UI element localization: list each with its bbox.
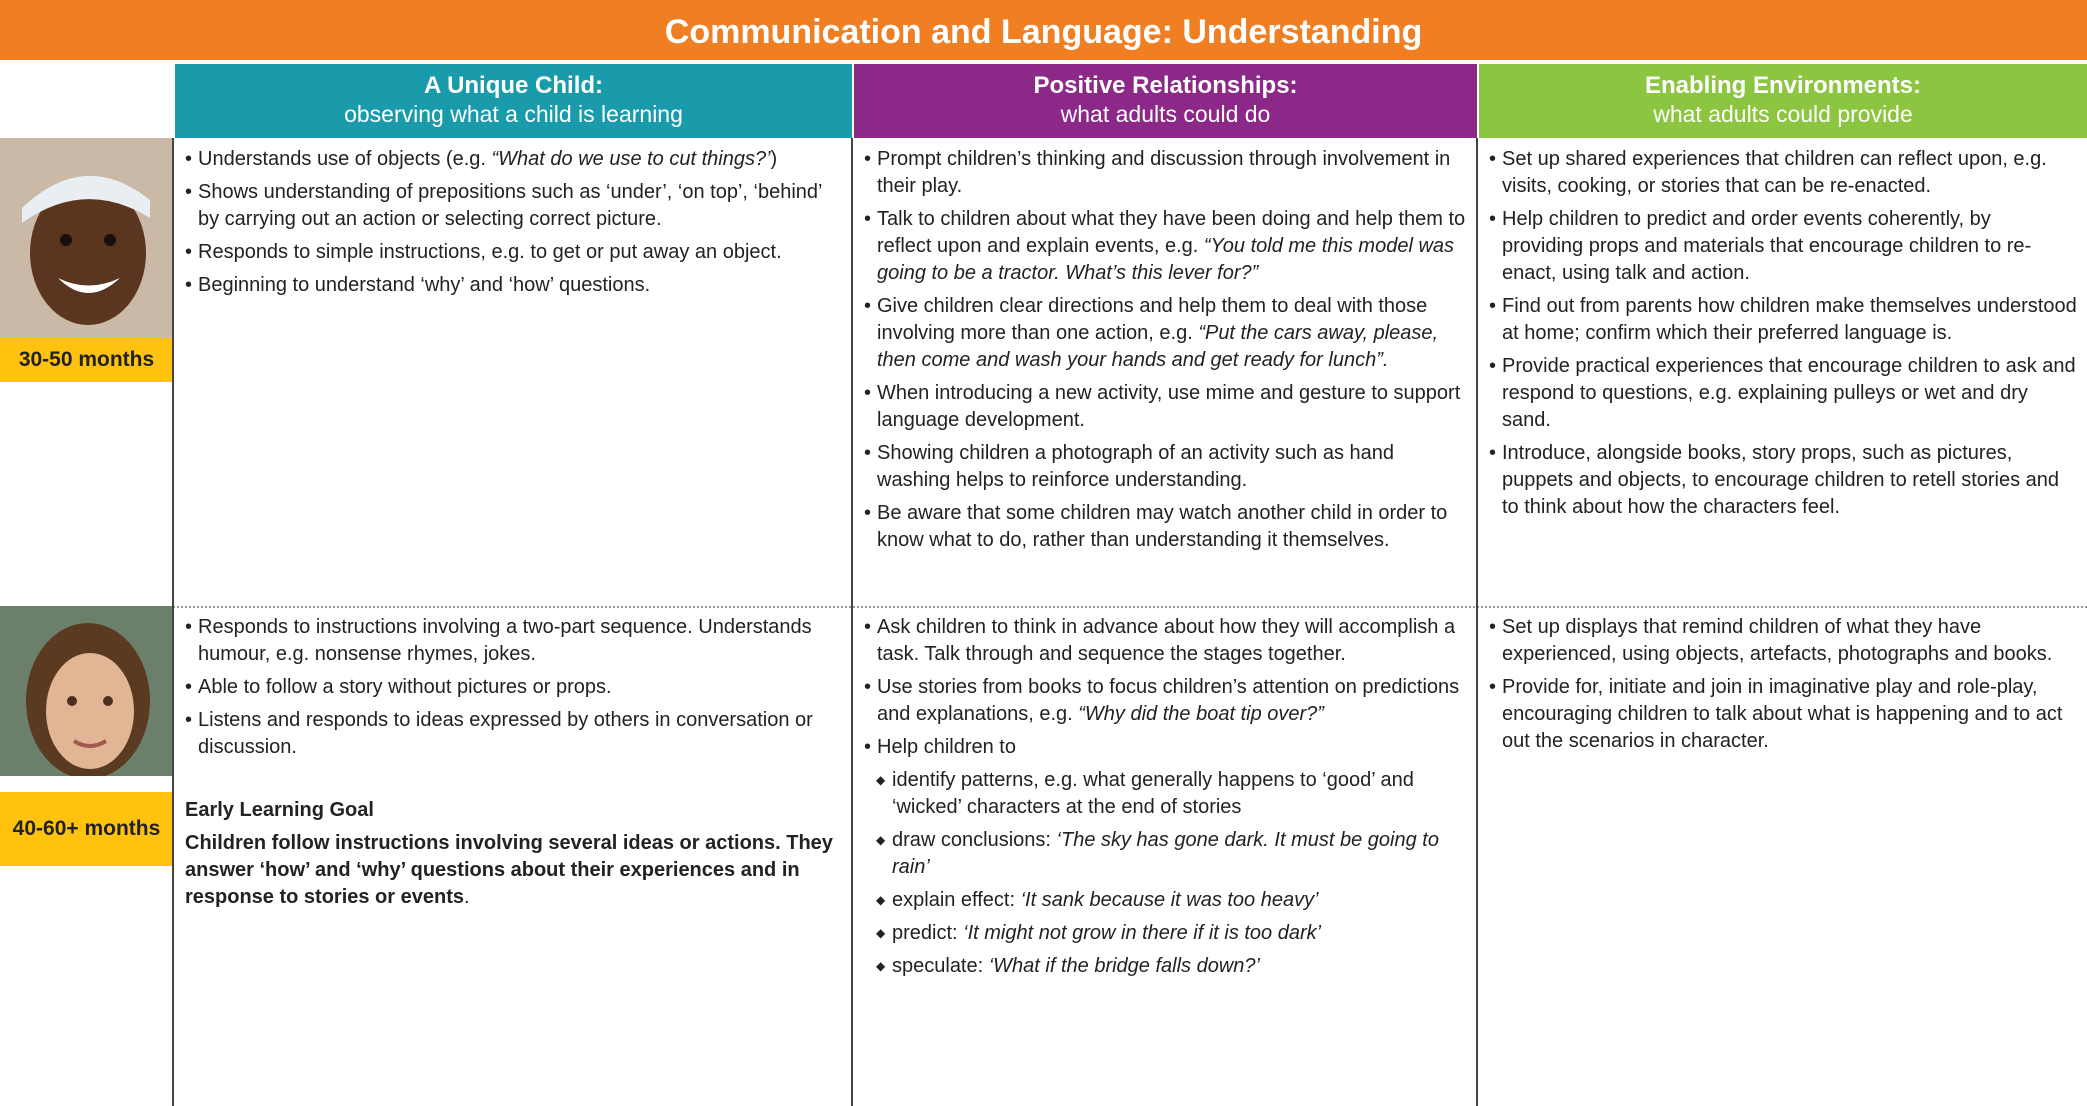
bullet: Understands use of objects (e.g. “What d… bbox=[185, 146, 842, 173]
text: Be aware that some children may watch an… bbox=[877, 502, 1448, 551]
text: Provide practical experiences that encou… bbox=[1502, 355, 2076, 431]
bullet: Set up shared experiences that children … bbox=[1489, 146, 2077, 200]
photo bbox=[0, 138, 173, 338]
bullet: Help children to predict and order event… bbox=[1489, 206, 2077, 287]
example: ‘The sky has gone dark. It must be going… bbox=[892, 829, 1439, 878]
age-label: 30-50 months bbox=[0, 338, 173, 382]
cell: Prompt children’s thinking and discussio… bbox=[852, 138, 1477, 606]
text: Introduce, alongside books, story props,… bbox=[1502, 442, 2060, 518]
column-header: Positive Relationships: what adults could… bbox=[852, 64, 1477, 138]
text: Help children to bbox=[877, 736, 1016, 758]
text: Understands use of objects (e.g. bbox=[198, 148, 492, 170]
text: Find out from parents how children make … bbox=[1502, 295, 2077, 344]
text: draw conclusions: bbox=[892, 829, 1057, 851]
example: “What do we use to cut things?’ bbox=[491, 148, 771, 170]
sub-bullet: predict: ‘It might not grow in there if … bbox=[864, 920, 1467, 947]
example: “You told me this model was going to be … bbox=[877, 235, 1455, 284]
text: Responds to simple instructions, e.g. to… bbox=[198, 241, 782, 263]
text: Give children clear directions and help … bbox=[877, 295, 1428, 344]
text: When introducing a new activity, use mim… bbox=[877, 382, 1461, 431]
text: Listens and responds to ideas expressed … bbox=[198, 709, 813, 758]
text: Set up displays that remind children of … bbox=[1502, 616, 2053, 665]
bullet: Responds to simple instructions, e.g. to… bbox=[185, 239, 842, 266]
text: Shows understanding of prepositions such… bbox=[198, 181, 822, 230]
text: Able to follow a story without pictures … bbox=[198, 676, 612, 698]
text: Talk to children about what they have be… bbox=[877, 208, 1466, 257]
bullet: Ask children to think in advance about h… bbox=[864, 614, 1467, 668]
bullet: When introducing a new activity, use mim… bbox=[864, 380, 1467, 434]
sub-bullet: draw conclusions: ‘The sky has gone dark… bbox=[864, 827, 1467, 881]
bullet: Listens and responds to ideas expressed … bbox=[185, 707, 842, 761]
text: predict: bbox=[892, 922, 964, 944]
sub-bullet: identify patterns, e.g. what generally h… bbox=[864, 767, 1467, 821]
text: speculate: bbox=[892, 955, 989, 977]
bullet: Introduce, alongside books, story props,… bbox=[1489, 440, 2077, 521]
cell: Set up displays that remind children of … bbox=[1477, 606, 2087, 1106]
text: Children follow instructions involving s… bbox=[185, 832, 833, 908]
column-subtitle: what adults could do bbox=[1060, 101, 1271, 127]
text: Help children to predict and order event… bbox=[1502, 208, 2032, 284]
text: Beginning to understand ‘why’ and ‘how’ … bbox=[198, 274, 651, 296]
column-title: A Unique Child: bbox=[423, 72, 604, 99]
column-title: Enabling Environments: bbox=[1644, 72, 1922, 99]
bullet: Be aware that some children may watch an… bbox=[864, 500, 1467, 554]
bullet: Use stories from books to focus children… bbox=[864, 674, 1467, 728]
text: explain effect: bbox=[892, 889, 1021, 911]
title: Communication and Language: Understandin… bbox=[0, 0, 2087, 64]
photo bbox=[0, 606, 173, 776]
column-subtitle: observing what a child is learning bbox=[344, 101, 683, 127]
text: . bbox=[463, 886, 470, 908]
text: Responds to instructions involving a two… bbox=[198, 616, 812, 665]
bullet: Able to follow a story without pictures … bbox=[185, 674, 842, 701]
bullet: Shows understanding of prepositions such… bbox=[185, 179, 842, 233]
column-header: Enabling Environments: what adults could … bbox=[1477, 64, 2087, 138]
bullet: Help children to bbox=[864, 734, 1467, 761]
goal-title: Early Learning Goal bbox=[185, 799, 374, 821]
example: “Put the cars away, please, then come an… bbox=[877, 322, 1439, 371]
goal-text: Children follow instructions involving s… bbox=[185, 830, 842, 911]
cell: Responds to instructions involving a two… bbox=[173, 606, 852, 1106]
cell: Set up shared experiences that children … bbox=[1477, 138, 2087, 606]
text: identify patterns, e.g. what generally h… bbox=[892, 769, 1414, 818]
bullet: Responds to instructions involving a two… bbox=[185, 614, 842, 668]
text: Provide for, initiate and join in imagin… bbox=[1502, 676, 2063, 752]
cell: Ask children to think in advance about h… bbox=[852, 606, 1477, 1106]
column-divider bbox=[172, 138, 174, 1106]
column-title: Positive Relationships: bbox=[1033, 72, 1298, 99]
text: Use stories from books to focus children… bbox=[877, 676, 1460, 725]
bullet: Talk to children about what they have be… bbox=[864, 206, 1467, 287]
bullet: Prompt children’s thinking and discussio… bbox=[864, 146, 1467, 200]
text: ) bbox=[770, 148, 778, 170]
cell: Understands use of objects (e.g. “What d… bbox=[173, 138, 852, 606]
example: ‘It might not grow in there if it is too… bbox=[963, 922, 1322, 944]
text: Showing children a photograph of an acti… bbox=[877, 442, 1395, 491]
example: ‘What if the bridge falls down?’ bbox=[988, 955, 1260, 977]
bullet: Provide for, initiate and join in imagin… bbox=[1489, 674, 2077, 755]
age-label: 40-60+ months bbox=[0, 792, 173, 866]
bullet: Beginning to understand ‘why’ and ‘how’ … bbox=[185, 272, 842, 299]
example: “Why did the boat tip over?” bbox=[1078, 703, 1324, 725]
example: ‘It sank because it was too heavy’ bbox=[1020, 889, 1319, 911]
sub-bullet: explain effect: ‘It sank because it was … bbox=[864, 887, 1467, 914]
sub-bullet: speculate: ‘What if the bridge falls dow… bbox=[864, 953, 1467, 980]
bullet: Give children clear directions and help … bbox=[864, 293, 1467, 374]
bullet: Set up displays that remind children of … bbox=[1489, 614, 2077, 668]
row-divider bbox=[173, 606, 2087, 608]
column-divider bbox=[851, 138, 853, 1106]
bullet: Find out from parents how children make … bbox=[1489, 293, 2077, 347]
text: Set up shared experiences that children … bbox=[1502, 148, 2047, 197]
text: Prompt children’s thinking and discussio… bbox=[877, 148, 1451, 197]
column-divider bbox=[1476, 138, 1478, 1106]
column-subtitle: what adults could provide bbox=[1653, 101, 1913, 127]
bullet: Provide practical experiences that encou… bbox=[1489, 353, 2077, 434]
bullet: Showing children a photograph of an acti… bbox=[864, 440, 1467, 494]
column-header: A Unique Child: observing what a child is… bbox=[173, 64, 852, 138]
text: Ask children to think in advance about h… bbox=[877, 616, 1456, 665]
